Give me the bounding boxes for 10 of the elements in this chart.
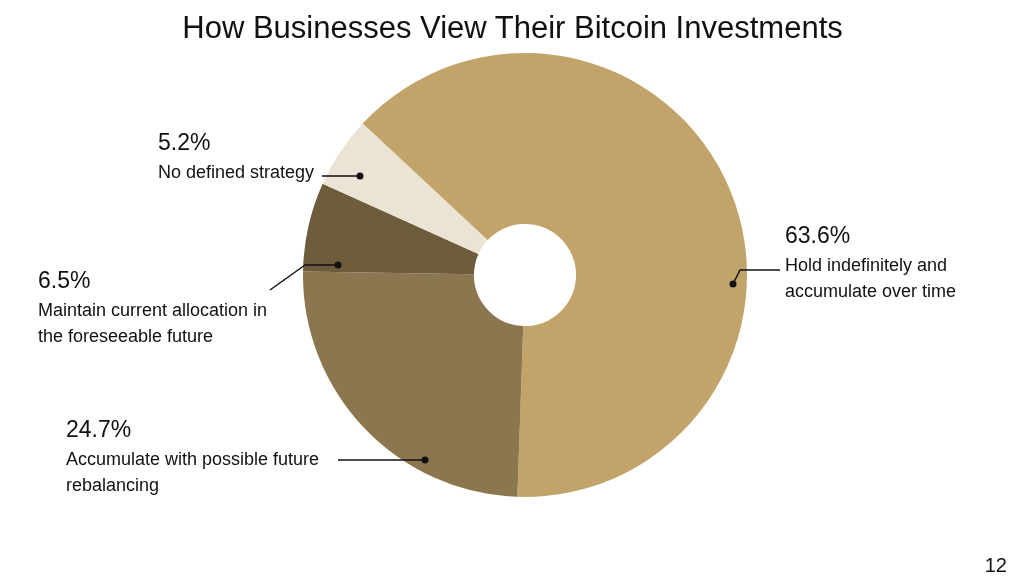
- data-label: 6.5%: [38, 267, 91, 293]
- data-label: 5.2%: [158, 129, 211, 155]
- slice-label: Accumulate with possible future rebalancing: [66, 449, 320, 495]
- data-label: 63.6%: [785, 222, 851, 248]
- data-label: 24.7%: [66, 416, 132, 442]
- text: 12: [984, 554, 1007, 576]
- slice-label: Maintain current allocation in the foreseeable future: [38, 300, 268, 346]
- slice-label: No defined strategy: [158, 162, 315, 182]
- chart-title: How Businesses View Their Bitcoin Investments: [182, 10, 843, 46]
- slice-label: Hold indefinitely and accumulate over time: [785, 255, 957, 301]
